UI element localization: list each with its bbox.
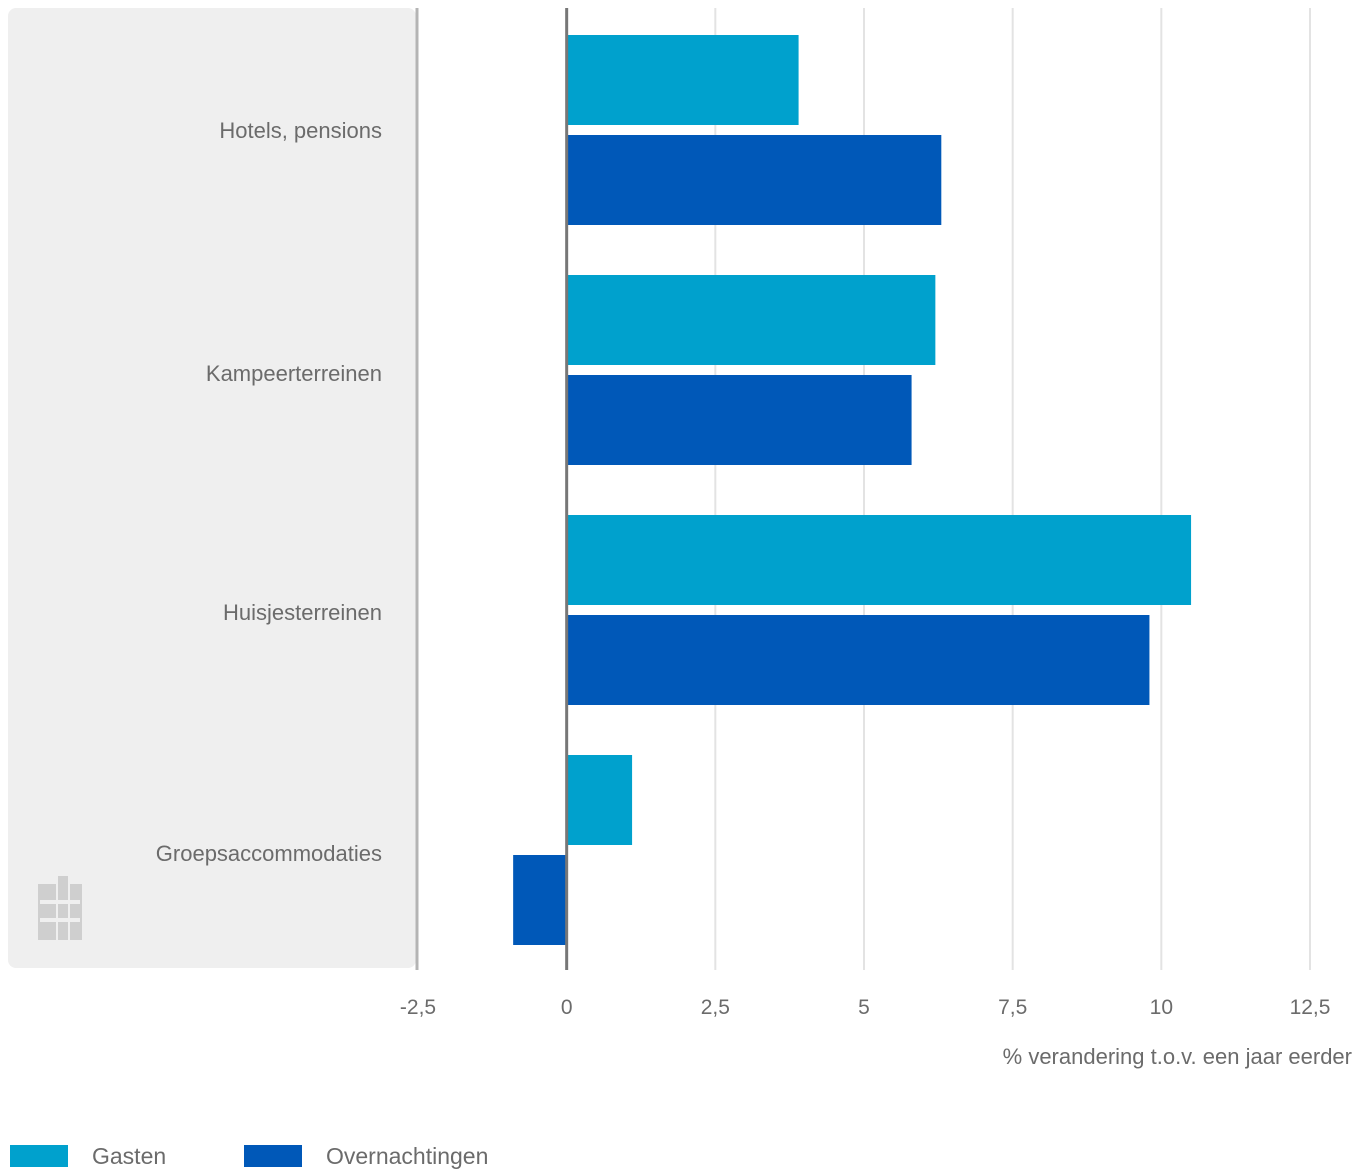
bars [513,35,1192,945]
x-tick-label: 10 [1150,996,1173,1019]
category-label: Hotels, pensions [219,118,382,143]
category-label: Groepsaccommodaties [156,841,382,866]
legend-swatch [244,1145,302,1167]
x-tick-label: 7,5 [998,996,1027,1019]
legend: Gasten Overnachtingen [10,1143,488,1169]
bar-gasten [566,515,1192,605]
x-tick-label: -2,5 [400,996,436,1019]
x-tick-label: 0 [561,996,573,1019]
x-tick-label: 12,5 [1290,996,1331,1019]
tick-labels: -2,5 0 2,5 5 7,5 10 12,5 [400,996,1331,1019]
legend-label: Overnachtingen [326,1143,488,1169]
category-label: Kampeerterreinen [206,361,382,386]
x-axis-title: % verandering t.o.v. een jaar eerder [1003,1044,1352,1069]
bar-overnachtingen [566,375,912,465]
cbs-logo-icon [38,876,82,940]
category-labels: Hotels, pensions Kampeerterreinen Huisjest… [156,118,382,866]
legend-swatch [10,1145,68,1167]
bar-gasten [566,755,633,845]
category-label: Huisjesterreinen [223,600,382,625]
bar-gasten [566,275,936,365]
bar-overnachtingen [566,135,942,225]
category-panel [8,8,416,968]
legend-label: Gasten [92,1143,166,1169]
bar-overnachtingen [566,615,1150,705]
x-tick-label: 5 [858,996,870,1019]
bar-gasten [566,35,799,125]
x-tick-label: 2,5 [701,996,730,1019]
bar-overnachtingen [513,855,567,945]
